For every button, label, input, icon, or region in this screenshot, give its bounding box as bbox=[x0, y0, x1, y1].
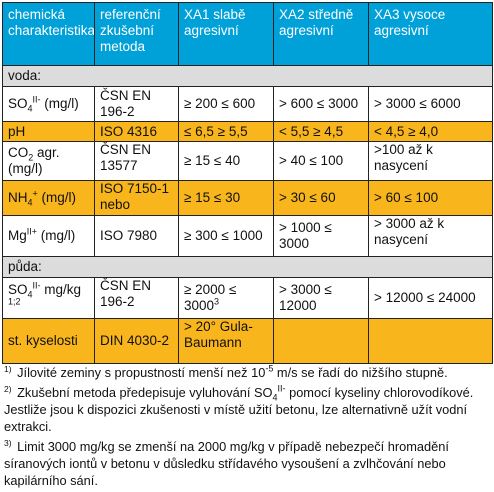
aggressivity-table: chemická charakteristika referenční zkuš… bbox=[2, 2, 493, 364]
cell-xa3: > 12000 ≤ 24000 bbox=[368, 277, 493, 319]
cell-name: SO4II- mg/kg 1;2 bbox=[2, 277, 95, 319]
cell-xa2: > 1000 ≤ 3000 bbox=[273, 215, 369, 257]
header-characteristic: chemická charakteristika bbox=[2, 2, 95, 66]
table-row-so4-soil: SO4II- mg/kg 1;2 ČSN EN 196-2 ≥ 2000 ≤ 3… bbox=[2, 277, 493, 319]
cell-name: NH4+ (mg/l) bbox=[2, 180, 95, 216]
cell-xa3: >100 až k nasycení bbox=[368, 141, 493, 181]
cell-xa1: ≥ 200 ≤ 600 bbox=[178, 86, 274, 122]
cell-name: MgII+ (mg/l) bbox=[2, 215, 95, 257]
table-header-row: chemická charakteristika referenční zkuš… bbox=[2, 2, 493, 66]
section-row-soil: půda: bbox=[2, 256, 493, 278]
cell-xa2: < 5,5 ≥ 4,5 bbox=[273, 121, 369, 142]
cell-method: ISO 4316 bbox=[94, 121, 179, 142]
footnote-1: 1) Jílovité zeminy s propustností menší … bbox=[4, 363, 448, 380]
header-xa2: XA2 středně agresivní bbox=[273, 2, 369, 66]
table-row-acidity: st. kyselosti DIN 4030-2 > 20° Gula-Baum… bbox=[2, 318, 493, 364]
cell-method: ISO 7980 bbox=[94, 215, 179, 257]
cell-xa3: > 3000 ≤ 6000 bbox=[368, 86, 493, 122]
cell-xa1: ≥ 15 ≤ 30 bbox=[178, 180, 274, 216]
cell-method: DIN 4030-2 bbox=[94, 318, 179, 364]
cell-method: ČSN EN 196-2 bbox=[94, 86, 179, 122]
cell-name: SO4II- (mg/l) bbox=[2, 86, 95, 122]
footnotes: 1) Jílovité zeminy s propustností menší … bbox=[4, 364, 490, 492]
cell-xa3: < 4,5 ≥ 4,0 bbox=[368, 121, 493, 142]
cell-method: ČSN EN 13577 bbox=[94, 141, 179, 181]
table-row-so4-water: SO4II- (mg/l) ČSN EN 196-2 ≥ 200 ≤ 600 >… bbox=[2, 86, 493, 122]
cell-name: pH bbox=[2, 121, 95, 142]
cell-name: st. kyselosti bbox=[2, 318, 95, 364]
cell-xa2: > 40 ≤ 100 bbox=[273, 141, 369, 181]
table-row-mg: MgII+ (mg/l) ISO 7980 ≥ 300 ≤ 1000 > 100… bbox=[2, 215, 493, 257]
header-xa1: XA1 slabě agresivní bbox=[178, 2, 274, 66]
cell-name: CO2 agr. (mg/l) bbox=[2, 141, 95, 181]
section-row-water: voda: bbox=[2, 65, 493, 87]
section-label-soil: půda: bbox=[2, 256, 493, 278]
cell-method: ISO 7150-1 nebo bbox=[94, 180, 179, 216]
cell-xa2 bbox=[273, 318, 369, 364]
cell-xa1: ≥ 15 ≤ 40 bbox=[178, 141, 274, 181]
cell-xa3: > 3000 až k nasycení bbox=[368, 215, 493, 257]
cell-xa3 bbox=[368, 318, 493, 364]
footnote-3: 3) Limit 3000 mg/kg se zmenší na 2000 mg… bbox=[4, 437, 449, 488]
header-method: referenční zkušební metoda bbox=[94, 2, 179, 66]
table-row-co2: CO2 agr. (mg/l) ČSN EN 13577 ≥ 15 ≤ 40 >… bbox=[2, 141, 493, 181]
cell-xa1: > 20° Gula-Baumann bbox=[178, 318, 274, 364]
cell-xa1: ≥ 2000 ≤ 30003 bbox=[178, 277, 274, 319]
footnote-2: 2) Zkušební metoda předepisuje vyluhován… bbox=[4, 383, 474, 434]
cell-xa2: > 600 ≤ 3000 bbox=[273, 86, 369, 122]
cell-xa1: ≥ 300 ≤ 1000 bbox=[178, 215, 274, 257]
table-row-nh4: NH4+ (mg/l) ISO 7150-1 nebo ≥ 15 ≤ 30 > … bbox=[2, 180, 493, 216]
cell-xa2: > 30 ≤ 60 bbox=[273, 180, 369, 216]
cell-xa1: ≤ 6,5 ≥ 5,5 bbox=[178, 121, 274, 142]
cell-method: ČSN EN 196-2 bbox=[94, 277, 179, 319]
table-row-ph: pH ISO 4316 ≤ 6,5 ≥ 5,5 < 5,5 ≥ 4,5 < 4,… bbox=[2, 121, 493, 142]
header-xa3: XA3 vysoce agresivní bbox=[368, 2, 493, 66]
section-label-water: voda: bbox=[2, 65, 493, 87]
cell-xa2: > 3000 ≤ 12000 bbox=[273, 277, 369, 319]
cell-xa3: > 60 ≤ 100 bbox=[368, 180, 493, 216]
